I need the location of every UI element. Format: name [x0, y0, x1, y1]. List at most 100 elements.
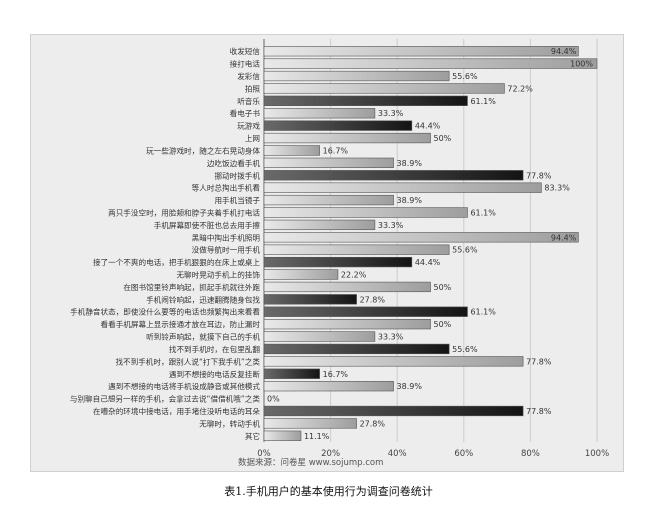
value-label: 27.8% — [360, 419, 386, 428]
bar — [263, 368, 320, 379]
category-label: 看电子书 — [230, 108, 261, 118]
bar — [263, 281, 431, 293]
bar — [263, 269, 339, 280]
bar — [263, 418, 357, 429]
bar — [263, 108, 376, 119]
bar — [263, 232, 579, 243]
value-label: 77.8% — [526, 357, 552, 366]
value-label: 16.7% — [323, 370, 349, 379]
value-label: 83.3% — [544, 184, 570, 193]
value-label: 77.8% — [526, 171, 552, 180]
bar — [263, 294, 357, 305]
bar — [263, 207, 468, 218]
bar — [263, 95, 468, 106]
value-label: 61.1% — [470, 308, 496, 317]
category-label: 无聊时，转动手机 — [199, 418, 260, 428]
category-label: 接了一个不爽的电话，把手机狠狠的在床上或桌上 — [93, 257, 260, 267]
category-label: 等人时总掏出手机看 — [192, 183, 261, 193]
category-label: 发彩信 — [237, 71, 260, 81]
bar — [263, 145, 320, 156]
category-label: 接打电话 — [230, 59, 261, 69]
value-label: 94.4% — [551, 233, 577, 242]
category-label: 玩一些游戏时，随之左右晃动身体 — [146, 145, 260, 155]
bar — [263, 132, 431, 144]
value-label: 44.4% — [415, 122, 441, 131]
value-label: 61.1% — [470, 208, 496, 217]
value-label: 44.4% — [415, 258, 441, 267]
category-label: 用手机当镜子 — [214, 195, 260, 205]
bar — [263, 319, 431, 330]
category-label: 找不到手机时，跟别人说“打下我手机”之类 — [115, 356, 260, 366]
category-label: 找不到手机时，在包里乱翻 — [169, 344, 261, 354]
bar — [263, 256, 413, 268]
bar — [263, 343, 450, 355]
x-tick-label: 80% — [521, 449, 540, 459]
category-label: 其它 — [245, 431, 260, 441]
value-label: 0% — [267, 395, 280, 404]
category-label: 看看手机屏幕上显示接通才放在耳边，防止漏时 — [101, 319, 261, 329]
category-label: 边吃饭边看手机 — [207, 158, 261, 168]
bar — [263, 244, 450, 255]
bar — [263, 430, 302, 441]
value-label: 55.6% — [452, 72, 478, 81]
bar — [263, 331, 376, 342]
category-label: 两只手没空时，用脸颊和脖子夹着手机打电话 — [108, 207, 260, 217]
value-label: 55.6% — [452, 345, 478, 354]
value-label: 33.3% — [378, 221, 404, 230]
source-note: 数据来源：问卷星 www.sojump.com — [238, 458, 384, 468]
bar — [263, 182, 542, 193]
value-label: 50% — [434, 283, 452, 292]
category-label: 上网 — [245, 134, 260, 143]
category-label: 与别聊自己想另一样的手机，会拿过去说“借借机哦”之类 — [70, 394, 261, 404]
figure-caption: 表1.手机用户的基本使用行为调查问卷统计 — [224, 485, 433, 498]
x-axis-ticks: 0% 20% 40% 60% 80% 100% — [257, 449, 609, 459]
value-label: 27.8% — [360, 295, 386, 304]
bar — [263, 405, 524, 417]
category-label: 听到铃声响起，就摸下自己的手机 — [146, 332, 260, 342]
value-label: 55.6% — [452, 246, 478, 255]
bar — [263, 58, 598, 69]
bar — [263, 170, 524, 181]
value-label: 100% — [570, 60, 593, 69]
bars — [263, 46, 598, 441]
bar — [263, 46, 579, 57]
value-label: 61.1% — [470, 97, 496, 106]
category-label: 手机屏幕即使不脏也总去用手擦 — [154, 220, 261, 230]
bar — [263, 157, 394, 168]
bar — [263, 306, 468, 317]
category-label: 玩游戏 — [237, 121, 260, 131]
value-label: 72.2% — [507, 84, 533, 93]
category-label: 遇到不想接的电话将手机设成静音或其他模式 — [108, 381, 260, 391]
value-label: 77.8% — [526, 407, 552, 416]
value-label: 38.9% — [397, 159, 423, 168]
bar — [263, 219, 376, 231]
category-label: 听音乐 — [237, 96, 260, 106]
bar — [263, 120, 413, 131]
category-label: 手机静音状态，即使没什么要等的电话也频繁掏出来看看 — [70, 307, 260, 317]
value-labels: 94.4% 100% 55.6% 72.2% 61.1% 33.3% 44.4% 50% 16.… — [267, 47, 593, 441]
bar — [263, 194, 394, 206]
category-label: 挪动时拨手机 — [214, 170, 260, 180]
category-label: 黑暗中掏出手机照明 — [192, 232, 261, 242]
category-label: 没做导航时一用手机 — [192, 245, 261, 255]
value-label: 94.4% — [551, 47, 577, 56]
category-label: 遇到不想接的电话反复挂断 — [169, 369, 261, 379]
category-label: 手机闹铃响起，迅速翻腾随身包找 — [146, 294, 260, 304]
x-tick-label: 0% — [257, 449, 271, 459]
bar — [263, 70, 450, 82]
x-tick-label: 60% — [454, 449, 473, 459]
value-label: 11.1% — [304, 432, 330, 441]
category-label: 拍照 — [245, 83, 261, 93]
x-tick-label: 40% — [388, 449, 407, 459]
bar — [263, 83, 505, 94]
value-label: 16.7% — [323, 146, 349, 155]
value-label: 33.3% — [378, 333, 404, 342]
value-label: 50% — [434, 320, 452, 329]
bar — [263, 381, 394, 392]
value-label: 50% — [434, 134, 452, 143]
category-labels: 收发短信接打电话发彩信拍照听音乐看电子书玩游戏上网玩一些游戏时，随之左右晃动身体… — [70, 46, 261, 441]
value-label: 38.9% — [397, 382, 423, 391]
value-label: 33.3% — [378, 109, 404, 118]
x-tick-label: 20% — [321, 449, 340, 459]
